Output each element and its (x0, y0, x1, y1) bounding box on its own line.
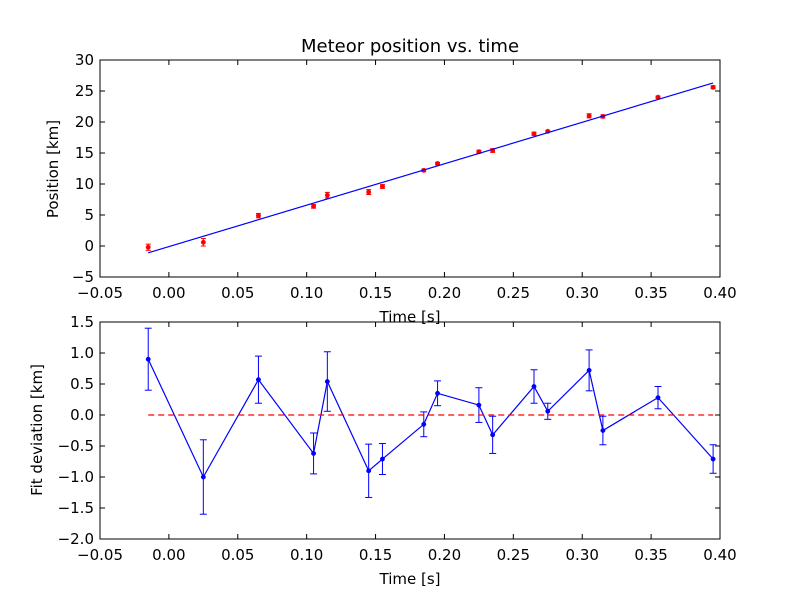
x-tick-label: 0.35 (634, 284, 667, 302)
y-tick-label: −5 (72, 268, 94, 286)
x-tick-label: 0.25 (497, 284, 530, 302)
data-point (545, 408, 551, 414)
y-tick-label: 10 (75, 175, 94, 193)
x-tick-label: 0.30 (566, 284, 599, 302)
y-tick-label: 0.0 (70, 406, 94, 424)
x-tick-label: −0.05 (77, 284, 123, 302)
data-point (655, 395, 661, 401)
data-point (255, 377, 261, 383)
x-axis-label: Time [s] (379, 308, 441, 326)
data-point (311, 203, 317, 209)
y-tick-label: 1.0 (70, 344, 94, 362)
data-point (710, 84, 716, 90)
y-tick-label: 15 (75, 144, 94, 162)
plot-frame (99, 321, 721, 540)
chart-title: Meteor position vs. time (301, 36, 519, 57)
x-tick-label: 0.15 (359, 284, 392, 302)
x-tick-label: 0.30 (566, 546, 599, 564)
x-tick-label: 0.40 (703, 284, 736, 302)
data-point (366, 189, 372, 195)
data-point (145, 356, 151, 362)
x-tick-label: 0.15 (359, 546, 392, 564)
x-tick-label: 0.20 (428, 284, 461, 302)
y-tick-label: −1.5 (58, 499, 94, 517)
x-tick-label: −0.05 (77, 546, 123, 564)
y-tick-label: 30 (75, 51, 94, 69)
position-chart: Meteor position vs. time Time [s] Positi… (44, 36, 737, 326)
data-point (490, 432, 496, 438)
x-tick-label: 0.25 (497, 546, 530, 564)
x-tick-label: 0.10 (290, 284, 323, 302)
x-tick-label: 0.40 (703, 546, 736, 564)
data-point (145, 244, 151, 250)
x-tick-label: 0.00 (152, 546, 185, 564)
data-point (600, 428, 606, 433)
data-point (710, 456, 716, 462)
x-tick-label: 0.05 (221, 546, 254, 564)
x-tick-label: 0.20 (428, 546, 461, 564)
data-point (200, 474, 206, 480)
data-point (586, 113, 592, 119)
y-tick-label: 25 (75, 82, 94, 100)
data-point (311, 450, 317, 456)
data-point (476, 402, 482, 408)
data-point (379, 184, 385, 189)
y-tick-label: 20 (75, 113, 94, 131)
y-tick-label: −1.0 (58, 468, 94, 486)
x-tick-label: 0.05 (221, 284, 254, 302)
y-axis-label: Position [km] (44, 120, 62, 218)
x-tick-label: 0.00 (152, 284, 185, 302)
y-tick-label: 0.5 (70, 375, 94, 393)
data-point (255, 213, 261, 219)
data-point (531, 131, 537, 137)
deviation-line (147, 358, 714, 479)
data-point (586, 367, 592, 373)
y-tick-label: 1.5 (70, 313, 94, 331)
x-tick-label: 0.10 (290, 546, 323, 564)
y-tick-label: −0.5 (58, 437, 94, 455)
data-point (379, 456, 385, 462)
data-point (531, 384, 537, 389)
data-point (421, 421, 427, 427)
deviation-chart: Time [s] Fit deviation [km] −0.05 0.00 0.0… (28, 313, 737, 588)
y-tick-label: 0 (84, 237, 94, 255)
x-axis-label: Time [s] (379, 570, 441, 588)
data-point (324, 192, 330, 198)
x-tick-label: 0.35 (634, 546, 667, 564)
fit-line (148, 82, 714, 254)
y-axis-label: Fit deviation [km] (28, 364, 46, 496)
y-tick-label: 5 (84, 206, 94, 224)
data-point (324, 379, 330, 384)
data-point (366, 468, 372, 474)
plot-frame (99, 59, 721, 278)
data-point (435, 390, 441, 396)
data-point (200, 239, 206, 245)
y-tick-label: −2.0 (58, 530, 94, 548)
